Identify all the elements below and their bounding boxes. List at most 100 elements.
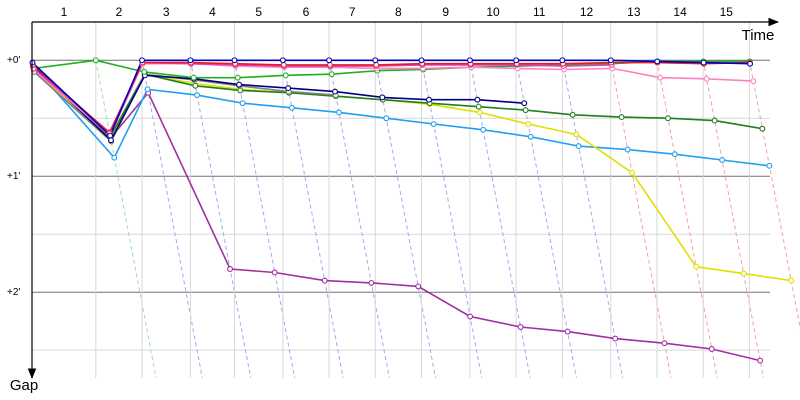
lap-point [564,328,571,335]
lap-point [708,346,715,352]
lap-point [139,57,145,64]
lap-time-line [95,60,157,379]
lap-point [280,61,287,68]
lap-point [326,57,333,64]
lap-point [522,107,529,114]
lap-point [237,87,244,94]
lap-point [573,131,580,138]
lap-point [618,114,625,121]
lap-label: 2 [116,5,123,19]
lap-point [700,59,707,66]
lap-time-line [421,60,483,379]
lap-point [108,137,114,144]
lap-point [192,82,199,89]
lap-label: 4 [209,5,216,19]
lap-point [657,74,664,81]
lap-point [141,68,148,75]
lap-point [559,57,566,64]
lap-time-line [702,60,764,379]
lap-point [612,335,619,342]
lap-point [671,151,678,158]
lap-label: 10 [486,5,500,19]
gap-line [32,65,770,167]
y-axis-label: Gap [10,377,38,394]
lap-point [187,57,194,64]
lap-point [372,57,379,64]
lap-point [693,263,700,270]
lap-point [521,100,528,107]
lap-point [759,125,766,132]
lap-label: 9 [442,5,449,19]
lap-label: 1 [61,5,68,19]
lap-time-line [610,60,672,379]
lap-point [227,266,234,272]
lap-point [474,96,481,103]
lap-point [368,279,375,286]
lap-time-line [515,60,577,379]
lap-point [703,75,710,82]
lap-point [271,269,278,276]
lap-time-line [561,60,624,379]
lap-time-line [189,60,252,379]
lap-point [415,283,422,290]
lap-time-line [656,60,718,379]
lap-point [426,96,432,103]
lap-point [332,88,338,95]
lap-label: 5 [255,5,262,19]
lap-point [661,340,668,347]
lap-point [328,71,335,78]
lap-label: 13 [627,5,641,19]
lap-point [379,94,386,101]
lap-point [475,103,482,110]
lap-point [231,57,238,64]
lap-time-line [374,60,437,379]
lap-point [740,270,747,277]
lap-point [383,115,390,122]
lap-point [430,121,437,127]
lap-label: 12 [580,5,594,19]
lap-label: 3 [163,5,170,19]
lap-label: 6 [303,5,310,19]
lap-point [466,57,473,64]
grid [32,22,800,379]
lap-point [607,57,614,64]
lap-point [711,117,718,124]
lap-point [92,57,99,64]
gap-line [32,61,750,135]
lap-point [788,277,795,284]
lap-point [513,57,520,64]
lap-point [279,57,286,64]
lap-point [757,357,764,364]
lap-point [194,92,200,99]
lap-time-line [282,60,344,379]
y-tick-label: +0' [7,55,20,66]
gap-line [31,59,751,137]
lap-label: 11 [533,5,546,19]
lap-point [480,126,487,133]
lap-time-line [328,60,390,379]
lap-point [624,146,631,153]
lap-point [144,86,151,93]
lap-label: 8 [395,5,402,19]
lap-point [719,157,726,163]
lap-point [111,154,118,161]
gap-line [32,66,763,139]
lap-point [569,111,576,118]
x-axis-label: Time [742,27,775,44]
lap-point [517,324,524,330]
lap-point [288,104,295,111]
lap-point [575,143,582,150]
lap-point [418,57,425,64]
lap-point [665,115,671,122]
lap-time-line [233,60,296,379]
lap-point [654,58,661,65]
lap-label: 14 [673,5,687,19]
lap-label: 7 [349,5,356,19]
y-tick-label: +2' [7,287,20,298]
lap-point [327,61,333,68]
lap-time-line [748,60,800,330]
lap-point [336,109,342,116]
lap-point [629,169,636,176]
lap-point [747,60,754,67]
